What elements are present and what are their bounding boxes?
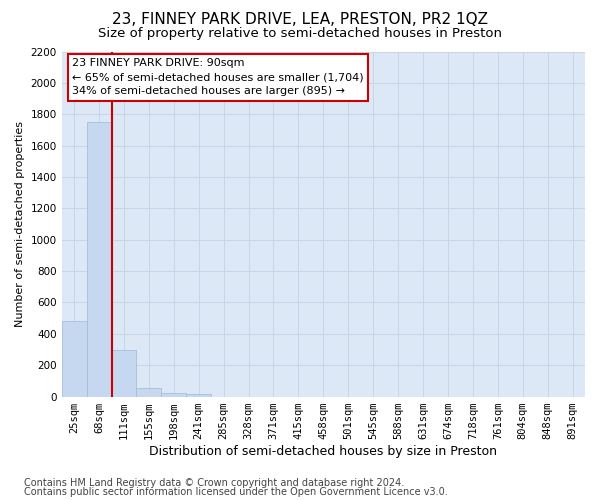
Text: Contains HM Land Registry data © Crown copyright and database right 2024.: Contains HM Land Registry data © Crown c… xyxy=(24,478,404,488)
Bar xyxy=(136,388,161,396)
X-axis label: Distribution of semi-detached houses by size in Preston: Distribution of semi-detached houses by … xyxy=(149,444,497,458)
Text: Size of property relative to semi-detached houses in Preston: Size of property relative to semi-detach… xyxy=(98,28,502,40)
Text: 23, FINNEY PARK DRIVE, LEA, PRESTON, PR2 1QZ: 23, FINNEY PARK DRIVE, LEA, PRESTON, PR2… xyxy=(112,12,488,28)
Text: Contains public sector information licensed under the Open Government Licence v3: Contains public sector information licen… xyxy=(24,487,448,497)
Bar xyxy=(161,392,186,396)
Bar xyxy=(62,322,86,396)
Y-axis label: Number of semi-detached properties: Number of semi-detached properties xyxy=(15,121,25,327)
Bar xyxy=(112,350,136,397)
Bar xyxy=(86,122,112,396)
Text: 23 FINNEY PARK DRIVE: 90sqm
← 65% of semi-detached houses are smaller (1,704)
34: 23 FINNEY PARK DRIVE: 90sqm ← 65% of sem… xyxy=(72,58,364,96)
Bar xyxy=(186,394,211,396)
